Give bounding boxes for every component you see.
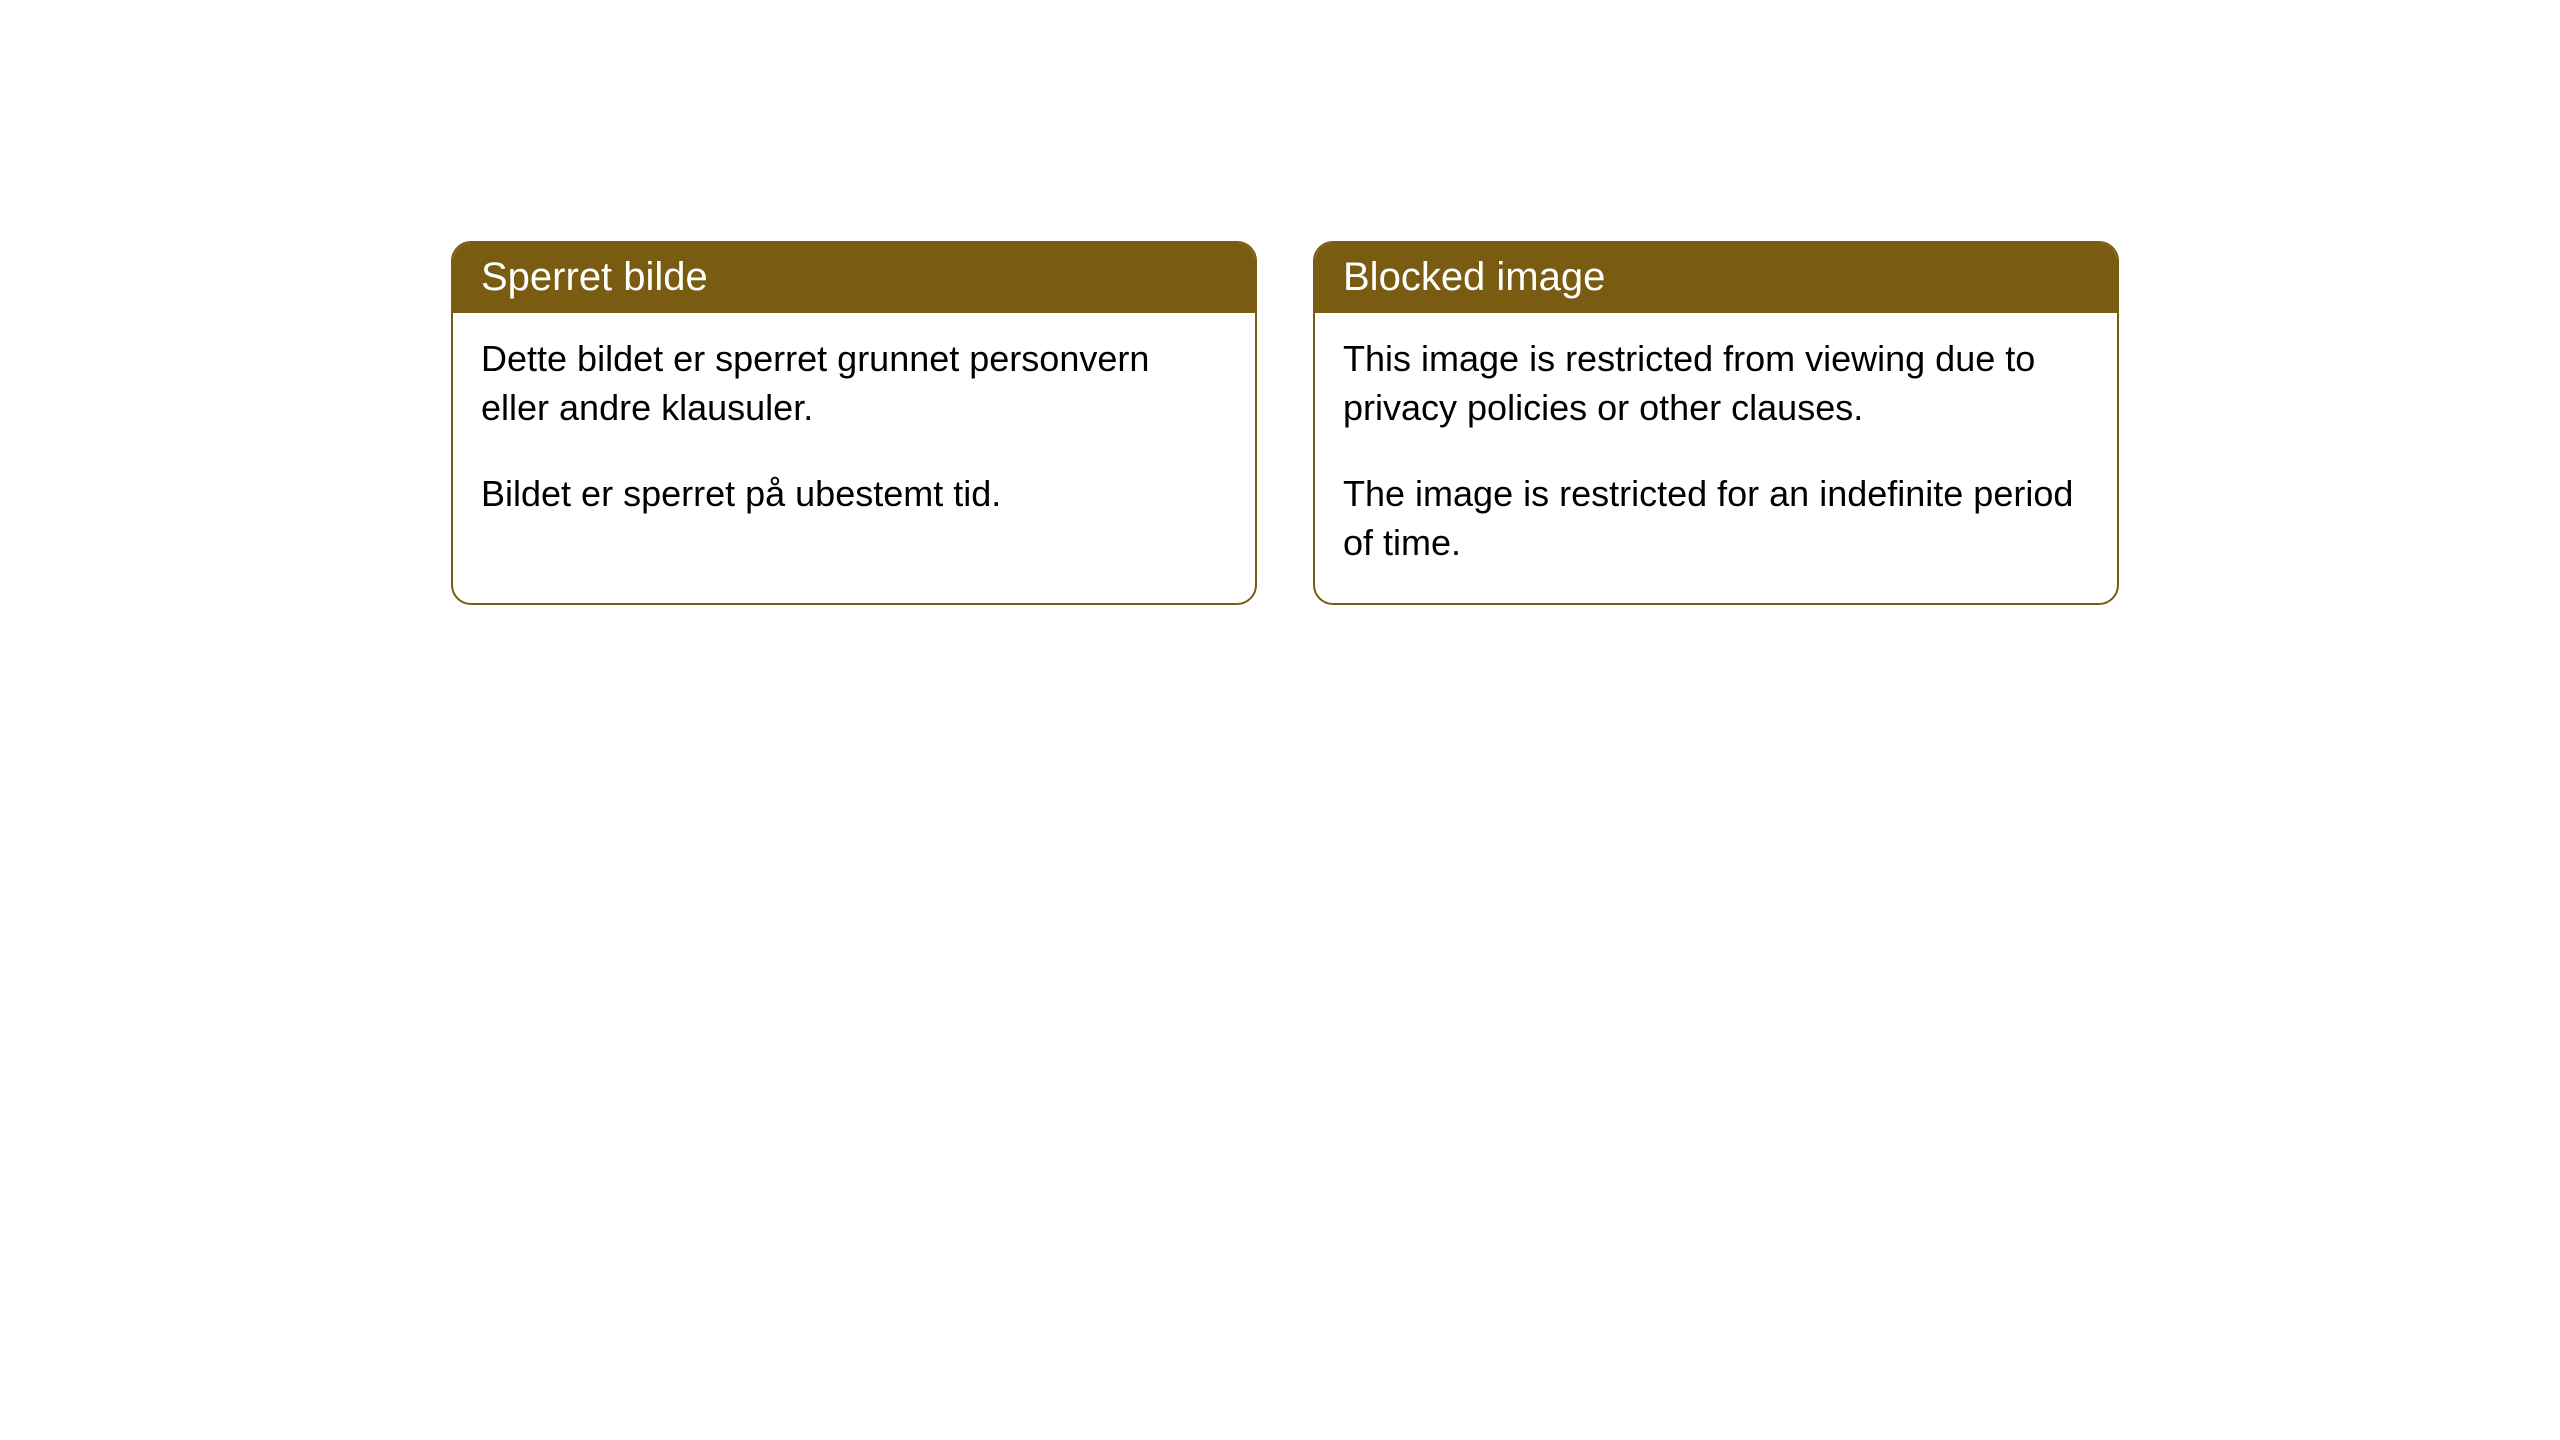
card-paragraph: This image is restricted from viewing du… (1343, 335, 2089, 432)
notice-card-norwegian: Sperret bilde Dette bildet er sperret gr… (451, 241, 1257, 605)
card-paragraph: Dette bildet er sperret grunnet personve… (481, 335, 1227, 432)
card-body: This image is restricted from viewing du… (1315, 313, 2117, 603)
card-paragraph: The image is restricted for an indefinit… (1343, 470, 2089, 567)
card-header: Blocked image (1315, 243, 2117, 313)
card-body: Dette bildet er sperret grunnet personve… (453, 313, 1255, 555)
card-paragraph: Bildet er sperret på ubestemt tid. (481, 470, 1227, 519)
notice-container: Sperret bilde Dette bildet er sperret gr… (0, 0, 2560, 605)
card-header: Sperret bilde (453, 243, 1255, 313)
notice-card-english: Blocked image This image is restricted f… (1313, 241, 2119, 605)
